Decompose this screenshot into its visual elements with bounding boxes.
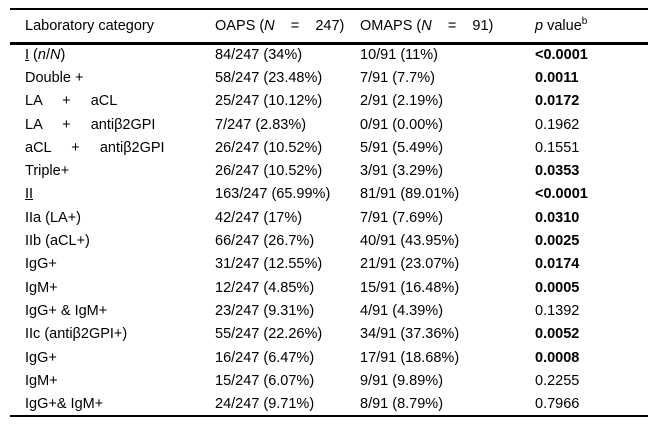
p-value: 0.7966	[535, 395, 580, 412]
table-row: II 163/247 (65.99%) 81/91 (89.01%) <0.00…	[10, 183, 648, 206]
omaps-value: 17/91 (18.68%)	[360, 349, 460, 366]
oaps-value: 31/247 (12.55%)	[215, 256, 323, 273]
omaps-value: 81/91 (89.01%)	[360, 186, 460, 203]
oaps-value: 55/247 (22.26%)	[215, 326, 323, 343]
table-row: IgG+& IgM+ 24/247 (9.71%) 8/91 (8.79%) 0…	[10, 392, 648, 415]
oaps-value: 26/247 (10.52%)	[215, 139, 323, 156]
row-label: IIc (antiβ2GPI+)	[25, 326, 128, 343]
oaps-value: 58/247 (23.48%)	[215, 69, 323, 86]
omaps-value: 3/91 (3.29%)	[360, 163, 444, 180]
p-value: 0.1962	[535, 116, 580, 133]
omaps-value: 5/91 (5.49%)	[360, 139, 444, 156]
table-row: LA + antiβ2GPI 7/247 (2.83%) 0/91 (0.00%…	[10, 113, 648, 136]
header-omaps: OMAPS (N = 91)	[360, 9, 535, 45]
oaps-value: 15/247 (6.07%)	[215, 372, 315, 389]
oaps-value: 26/247 (10.52%)	[215, 163, 323, 180]
row-label: IgG+& IgM+	[25, 395, 104, 412]
omaps-value: 9/91 (9.89%)	[360, 372, 444, 389]
p-value: 0.0310	[535, 209, 580, 226]
p-value: 0.1551	[535, 139, 580, 156]
table-row: Triple+ 26/247 (10.52%) 3/91 (3.29%) 0.0…	[10, 159, 648, 182]
table-row: Double + 58/247 (23.48%) 7/91 (7.7%) 0.0…	[10, 66, 648, 89]
header-p-value: p valueb	[535, 9, 648, 45]
row-label: IgG+	[25, 349, 57, 366]
oaps-value: 163/247 (65.99%)	[215, 186, 331, 203]
p-value: 0.0174	[535, 256, 580, 273]
omaps-value: 7/91 (7.69%)	[360, 209, 444, 226]
row-label: IgG+ & IgM+	[25, 302, 108, 319]
row-label: IgM+	[25, 372, 58, 389]
oaps-value: 23/247 (9.31%)	[215, 302, 315, 319]
omaps-value: 2/91 (2.19%)	[360, 93, 444, 110]
row-label: Triple+	[25, 163, 70, 180]
omaps-value: 21/91 (23.07%)	[360, 256, 460, 273]
oaps-value: 66/247 (26.7%)	[215, 233, 315, 250]
table-header: Laboratory category OAPS (N = 247) OMAPS…	[10, 9, 648, 45]
omaps-value: 10/91 (11%)	[360, 47, 438, 64]
row-label: IIa (LA+)	[25, 209, 82, 226]
header-oaps: OAPS (N = 247)	[215, 9, 360, 45]
row-label: LA + antiβ2GPI	[25, 116, 156, 133]
omaps-value: 15/91 (16.48%)	[360, 279, 460, 296]
p-value: <0.0001	[535, 186, 588, 203]
omaps-value: 0/91 (0.00%)	[360, 116, 444, 133]
row-label: IIb (aCL+)	[25, 233, 90, 250]
p-value: 0.0353	[535, 163, 580, 180]
row-label: II	[25, 186, 34, 203]
header-laboratory-category: Laboratory category	[10, 9, 215, 45]
table-row: IgM+ 12/247 (4.85%) 15/91 (16.48%) 0.000…	[10, 276, 648, 299]
oaps-value: 7/247 (2.83%)	[215, 116, 307, 133]
table-row: IgG+ 16/247 (6.47%) 17/91 (18.68%) 0.000…	[10, 346, 648, 369]
table-row: LA + aCL 25/247 (10.12%) 2/91 (2.19%) 0.…	[10, 90, 648, 113]
header-row: Laboratory category OAPS (N = 247) OMAPS…	[10, 9, 648, 45]
row-label: IgM+	[25, 279, 58, 296]
laboratory-category-table: Laboratory category OAPS (N = 247) OMAPS…	[10, 8, 648, 417]
p-value: 0.0008	[535, 349, 580, 366]
oaps-value: 84/247 (34%)	[215, 47, 303, 64]
table-row: I (n/N) 84/247 (34%) 10/91 (11%) <0.0001	[10, 43, 648, 66]
table-body: I (n/N) 84/247 (34%) 10/91 (11%) <0.0001…	[10, 43, 648, 416]
p-value: 0.0025	[535, 233, 580, 250]
p-value: <0.0001	[535, 47, 588, 64]
table-row: IIc (antiβ2GPI+) 55/247 (22.26%) 34/91 (…	[10, 323, 648, 346]
p-value: 0.1392	[535, 302, 580, 319]
p-value: 0.0011	[535, 69, 579, 86]
oaps-value: 24/247 (9.71%)	[215, 395, 315, 412]
row-label: Double +	[25, 69, 84, 86]
table-row: IIa (LA+) 42/247 (17%) 7/91 (7.69%) 0.03…	[10, 206, 648, 229]
row-label: I (n/N)	[25, 47, 66, 64]
table-row: IgG+ & IgM+ 23/247 (9.31%) 4/91 (4.39%) …	[10, 299, 648, 322]
omaps-value: 7/91 (7.7%)	[360, 69, 435, 86]
omaps-value: 34/91 (37.36%)	[360, 326, 460, 343]
omaps-value: 8/91 (8.79%)	[360, 395, 444, 412]
p-value: 0.2255	[535, 372, 580, 389]
oaps-value: 12/247 (4.85%)	[215, 279, 315, 296]
table-row: IIb (aCL+) 66/247 (26.7%) 40/91 (43.95%)…	[10, 229, 648, 252]
oaps-value: 25/247 (10.12%)	[215, 93, 323, 110]
table-row: aCL + antiβ2GPI 26/247 (10.52%) 5/91 (5.…	[10, 136, 648, 159]
omaps-value: 40/91 (43.95%)	[360, 233, 460, 250]
table-row: IgG+ 31/247 (12.55%) 21/91 (23.07%) 0.01…	[10, 253, 648, 276]
row-label: LA + aCL	[25, 93, 118, 110]
oaps-value: 16/247 (6.47%)	[215, 349, 315, 366]
p-value: 0.0172	[535, 93, 580, 110]
row-label: aCL + antiβ2GPI	[25, 139, 165, 156]
row-label: IgG+	[25, 256, 57, 273]
table-row: IgM+ 15/247 (6.07%) 9/91 (9.89%) 0.2255	[10, 369, 648, 392]
p-value: 0.0052	[535, 326, 580, 343]
oaps-value: 42/247 (17%)	[215, 209, 303, 226]
p-value: 0.0005	[535, 279, 580, 296]
omaps-value: 4/91 (4.39%)	[360, 302, 444, 319]
